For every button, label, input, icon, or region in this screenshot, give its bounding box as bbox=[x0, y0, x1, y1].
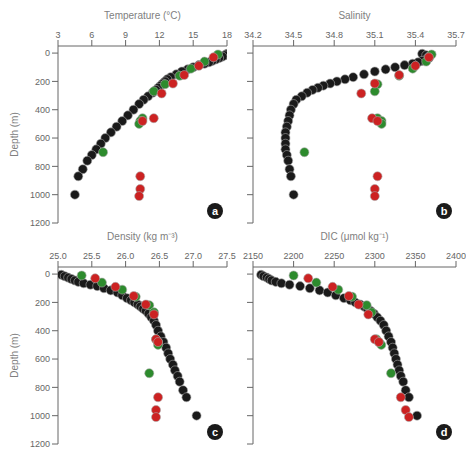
svg-text:1200: 1200 bbox=[30, 218, 50, 228]
svg-text:2300: 2300 bbox=[365, 251, 385, 261]
svg-text:9: 9 bbox=[123, 30, 128, 40]
html-text:a: a bbox=[211, 205, 219, 217]
svg-text:2350: 2350 bbox=[405, 251, 425, 261]
html-text:b: b bbox=[440, 205, 448, 217]
svg-text:3: 3 bbox=[55, 30, 60, 40]
svg-text:DIC (μmol kg⁻¹): DIC (μmol kg⁻¹) bbox=[320, 231, 388, 242]
svg-text:Salinity: Salinity bbox=[338, 10, 370, 21]
svg-text:35.4: 35.4 bbox=[407, 30, 425, 40]
svg-text:200: 200 bbox=[35, 298, 50, 308]
svg-text:400: 400 bbox=[35, 105, 50, 115]
svg-text:6: 6 bbox=[89, 30, 94, 40]
svg-text:Depth (m): Depth (m) bbox=[9, 333, 20, 377]
svg-text:34.8: 34.8 bbox=[325, 30, 343, 40]
svg-text:Temperature (°C): Temperature (°C) bbox=[104, 10, 181, 21]
svg-text:400: 400 bbox=[35, 326, 50, 336]
svg-text:2400: 2400 bbox=[446, 251, 466, 261]
svg-text:26.5: 26.5 bbox=[151, 251, 169, 261]
svg-text:25.0: 25.0 bbox=[49, 251, 67, 261]
svg-text:2150: 2150 bbox=[243, 251, 263, 261]
svg-text:Density (kg m⁻³): Density (kg m⁻³) bbox=[107, 231, 178, 242]
svg-text:2200: 2200 bbox=[284, 251, 304, 261]
svg-text:0: 0 bbox=[45, 48, 50, 58]
html-text:d: d bbox=[440, 426, 448, 438]
svg-text:0: 0 bbox=[45, 269, 50, 279]
svg-text:600: 600 bbox=[35, 354, 50, 364]
svg-text:26.0: 26.0 bbox=[117, 251, 135, 261]
svg-text:200: 200 bbox=[35, 77, 50, 87]
svg-text:35.7: 35.7 bbox=[447, 30, 465, 40]
svg-text:800: 800 bbox=[35, 383, 50, 393]
svg-text:15: 15 bbox=[188, 30, 198, 40]
svg-text:1200: 1200 bbox=[30, 439, 50, 449]
svg-text:35.1: 35.1 bbox=[366, 30, 384, 40]
svg-text:34.5: 34.5 bbox=[285, 30, 303, 40]
svg-text:27.0: 27.0 bbox=[184, 251, 202, 261]
svg-text:2250: 2250 bbox=[324, 251, 344, 261]
svg-text:600: 600 bbox=[35, 133, 50, 143]
svg-text:18: 18 bbox=[222, 30, 232, 40]
svg-text:1000: 1000 bbox=[30, 190, 50, 200]
svg-text:25.5: 25.5 bbox=[83, 251, 101, 261]
html-text:c: c bbox=[211, 426, 219, 438]
svg-text:800: 800 bbox=[35, 162, 50, 172]
svg-text:Depth (m): Depth (m) bbox=[9, 112, 20, 156]
svg-text:27.5: 27.5 bbox=[218, 251, 236, 261]
svg-text:34.2: 34.2 bbox=[244, 30, 262, 40]
svg-text:12: 12 bbox=[154, 30, 164, 40]
svg-text:1000: 1000 bbox=[30, 411, 50, 421]
